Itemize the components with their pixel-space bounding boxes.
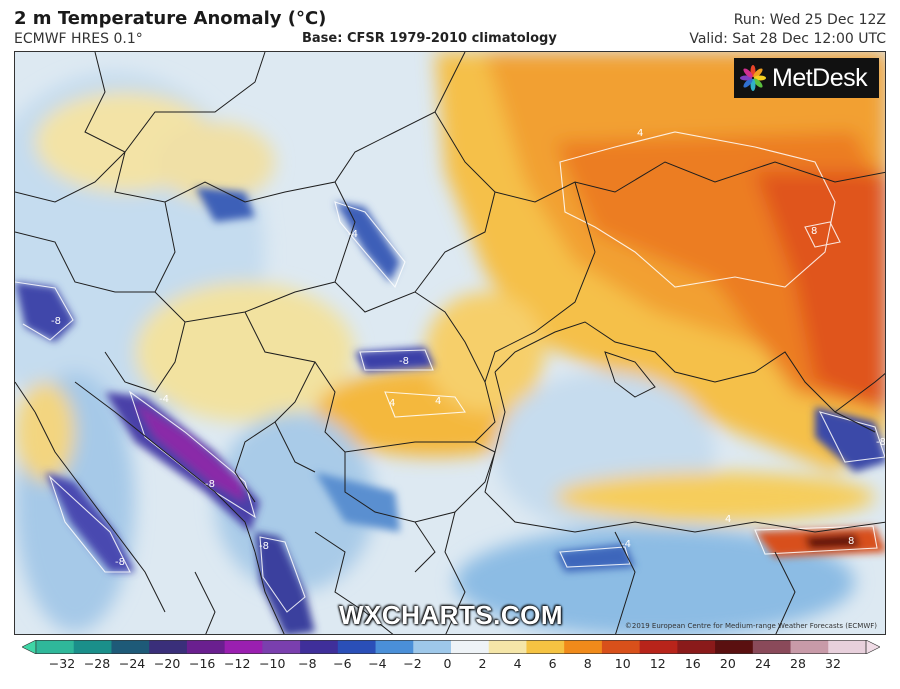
colorbar-tick-label: −28 [83, 656, 111, 671]
colorbar [22, 640, 880, 654]
anomaly-contours [15, 131, 885, 613]
contour-label: -8 [51, 316, 61, 327]
wxcharts-watermark: WXCHARTS.COM [338, 600, 564, 630]
colorbar-segment [752, 640, 792, 654]
contour-label: -8 [205, 479, 215, 490]
contour-label: 4 [637, 128, 643, 139]
contour-label: 4 [435, 396, 441, 407]
contour-label: -4 [621, 539, 631, 550]
colorbar-segment [451, 640, 490, 654]
contour-label: -8 [399, 356, 409, 367]
colorbar-tick-label: −20 [153, 656, 181, 671]
contour-label: 8 [811, 226, 817, 237]
colorbar-tick-label: 6 [548, 656, 557, 671]
colorbar-segment [715, 640, 754, 654]
colorbar-segment [111, 640, 150, 654]
contour-label: -8 [115, 557, 125, 568]
colorbar-tick-label: 4 [513, 656, 522, 671]
map-title: 2 m Temperature Anomaly (°C) [14, 8, 327, 29]
colorbar-tick-label: 12 [649, 656, 666, 671]
colorbar-tick-label: −6 [333, 656, 352, 671]
colorbar-segment [300, 640, 339, 654]
contour-label: -8 [259, 541, 269, 552]
contour-label: -4 [159, 394, 169, 405]
map-canvas: 4 8 -4 -8 -8 4 4 -4 -8 -8 -8 -4 4 8 -8 [15, 52, 886, 634]
colorbar-ticks: −32 −28 −24 −20 −16 −12 −10 −8 −6 −4 −2 0 2 4 6 8 10 12 16… [0, 656, 900, 676]
country-borders [15, 52, 885, 634]
colorbar-arrow-right [865, 640, 880, 654]
colorbar-segment [149, 640, 188, 654]
colorbar-segment [262, 640, 301, 654]
contour-label: -4 [348, 229, 358, 240]
contour-label: 4 [389, 398, 395, 409]
colorbar-tick-label: 10 [614, 656, 631, 671]
colorbar-tick-label: 24 [754, 656, 771, 671]
colorbar-segment [224, 640, 263, 654]
colorbar-tick-label: −32 [48, 656, 76, 671]
colorbar-tick-label: −24 [118, 656, 146, 671]
colorbar-segment [337, 640, 377, 654]
colorbar-tick-label: 28 [790, 656, 806, 671]
colorbar-segment [413, 640, 452, 654]
colorbar-tick-label: −4 [368, 656, 387, 671]
colorbar-tick-label: 16 [684, 656, 701, 671]
colorbar-segment [828, 640, 867, 654]
colorbar-segment [790, 640, 829, 654]
contour-label: 8 [848, 536, 854, 547]
colorbar-segment [526, 640, 565, 654]
colorbar-segment [36, 640, 75, 654]
colorbar-segment [73, 640, 112, 654]
colorbar-tick-label: −2 [403, 656, 422, 671]
run-time: Run: Wed 25 Dec 12Z [733, 12, 886, 28]
colorbar-segment [375, 640, 414, 654]
metdesk-logo: MetDesk [734, 58, 879, 98]
colorbar-tick-label: 8 [583, 656, 592, 671]
climatology-base: Base: CFSR 1979-2010 climatology [302, 31, 557, 46]
colorbar-tick-label: −12 [224, 656, 251, 671]
temperature-anomaly-map: 4 8 -4 -8 -8 4 4 -4 -8 -8 -8 -4 4 8 -8 MetDesk WXCHART… [14, 51, 886, 635]
colorbar-segment [186, 640, 226, 654]
colorbar-tick-label: 0 [443, 656, 452, 671]
contour-label: -8 [876, 437, 886, 448]
model-name: ECMWF HRES 0.1° [14, 31, 143, 47]
metdesk-logo-text: MetDesk [772, 63, 868, 92]
contour-labels: 4 8 -4 -8 -8 4 4 -4 -8 -8 -8 -4 4 8 -8 [51, 128, 886, 568]
valid-time: Valid: Sat 28 Dec 12:00 UTC [689, 31, 886, 47]
colorbar-segment [639, 640, 678, 654]
colorbar-segment [601, 640, 641, 654]
metdesk-star-icon [740, 65, 766, 91]
colorbar-segment [564, 640, 603, 654]
colorbar-segment [677, 640, 716, 654]
colorbar-segment [488, 640, 527, 654]
colorbar-tick-label: −10 [259, 656, 286, 671]
colorbar-arrow-left [22, 640, 37, 654]
colorbar-tick-label: 20 [719, 656, 736, 671]
colorbar-tick-label: −8 [298, 656, 317, 671]
ecmwf-copyright: ©2019 European Centre for Medium-range W… [624, 622, 877, 630]
colorbar-tick-label: 32 [825, 656, 841, 671]
colorbar-tick-label: 2 [478, 656, 487, 671]
contour-label: 4 [725, 514, 731, 525]
colorbar-tick-label: −16 [188, 656, 216, 671]
